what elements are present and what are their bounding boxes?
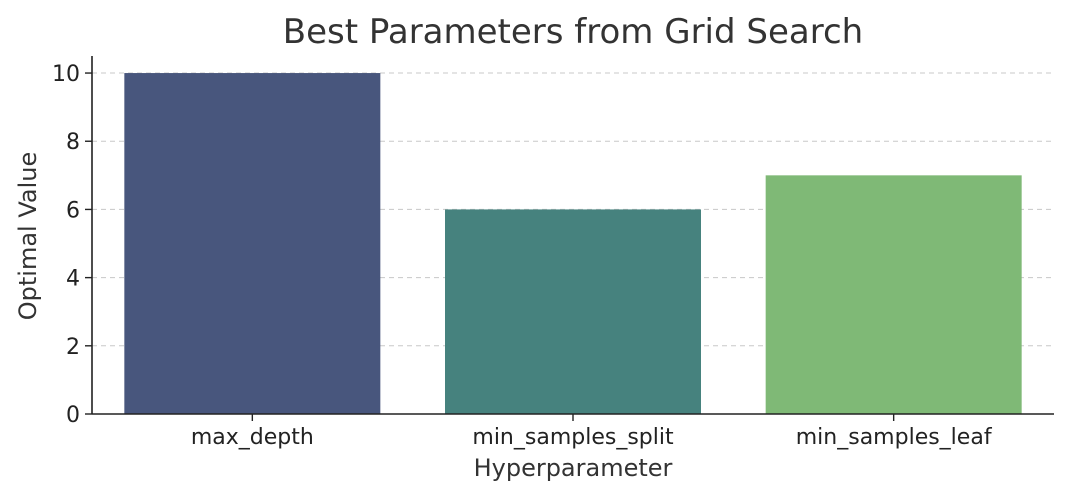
x-tick-label-0: max_depth [191, 425, 314, 450]
bar-min-samples-split [445, 209, 701, 414]
x-ticks: max_depth min_samples_split min_samples_le… [191, 414, 993, 450]
y-axis-label: Optimal Value [14, 152, 42, 321]
y-ticks: 0 2 4 6 8 10 [52, 62, 92, 428]
x-axis-label: Hyperparameter [474, 454, 673, 482]
chart-title: Best Parameters from Grid Search [283, 12, 863, 52]
bar-min-samples-leaf [765, 175, 1022, 414]
y-tick-label-4: 8 [66, 130, 80, 155]
bar-max-depth [124, 73, 381, 415]
y-tick-label-3: 6 [66, 198, 80, 223]
y-tick-label-0: 0 [66, 403, 80, 428]
y-tick-label-2: 4 [66, 267, 80, 292]
x-tick-label-2: min_samples_leaf [796, 425, 993, 450]
y-tick-label-5: 10 [52, 62, 80, 87]
x-tick-label-1: min_samples_split [472, 425, 674, 450]
y-tick-label-1: 2 [66, 335, 80, 360]
bars [124, 73, 1022, 415]
